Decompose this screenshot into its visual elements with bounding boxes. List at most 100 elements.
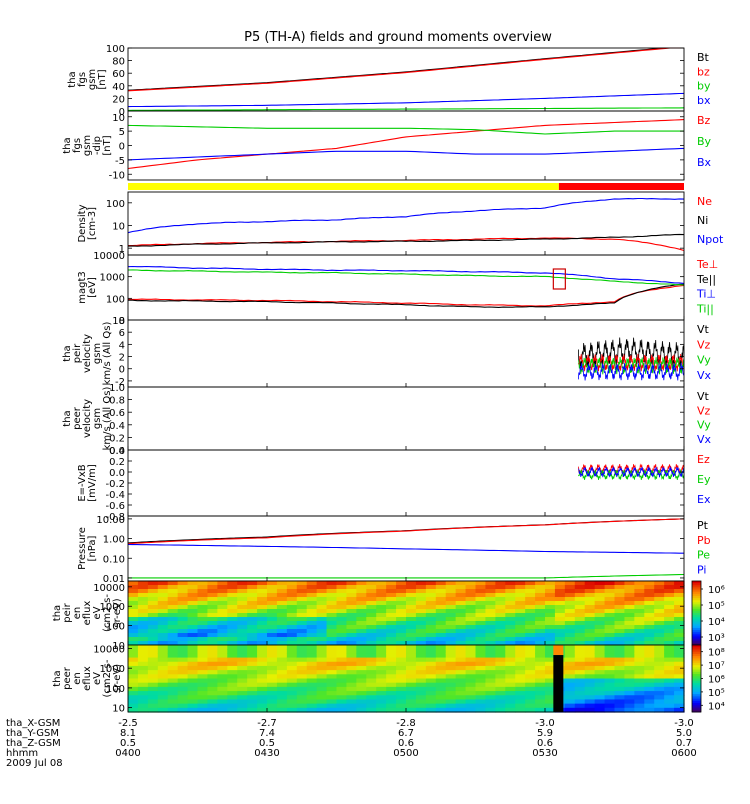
panel-peer-spectrogram: 10⁴ 10⁵ 10⁶ 10⁷ 10⁸ 10 100 1000 10000 tha peer en ef…: [52, 644, 725, 714]
panel-frame: [127, 254, 685, 321]
y-axis-label: tha: [52, 605, 63, 621]
y-tick-label: 4: [119, 340, 125, 351]
series-line-pi: [127, 543, 684, 554]
legend-entry: Vy: [697, 354, 711, 367]
series-line-vz: [578, 353, 685, 372]
y-tick-label: 100: [106, 44, 125, 55]
x-tick-label: 0.5: [259, 738, 275, 749]
status-segment-0: [128, 183, 559, 190]
legend-entry: Vt: [697, 390, 710, 403]
y-axis-label: [nT]: [102, 135, 113, 155]
x-axis-row-label: tha_X-GSM: [6, 718, 60, 729]
series-line-te: [127, 284, 685, 307]
y-tick-label: 1.00: [103, 535, 125, 546]
status-segment-1: [558, 183, 684, 190]
y-axis-label: tha: [67, 71, 78, 87]
y-tick-label: 1000: [100, 602, 125, 613]
series-line-ti: [127, 265, 685, 284]
y-tick-label: -5: [115, 156, 125, 167]
series-line-ne: [127, 237, 685, 252]
legend-entry: Ex: [697, 493, 711, 506]
y-axis-label: [cm-3]: [87, 207, 98, 240]
y-axis-label: [nPa]: [87, 535, 98, 561]
y-axis-label: (cm2-s-: [102, 659, 113, 697]
y-tick-label: 10000: [93, 251, 125, 262]
y-tick-label: 0: [119, 142, 125, 153]
series-line-bx: [127, 92, 685, 108]
series-line-pb: [127, 518, 685, 545]
x-tick-label: -2.5: [118, 718, 138, 729]
legend-entry: Ti⊥: [696, 288, 716, 301]
series-line-bz: [127, 119, 685, 170]
y-axis-label: en: [72, 607, 83, 620]
legend-entry: Vz: [697, 338, 711, 351]
x-tick-label: 0400: [115, 748, 140, 759]
series-line-bx: [127, 147, 685, 161]
y-axis-label: tha: [52, 670, 63, 686]
x-tick-label: 0600: [671, 748, 696, 759]
y-tick-label: 1000: [100, 273, 125, 284]
y-tick-label: -2: [115, 377, 125, 388]
y-axis-label: tha: [62, 137, 73, 153]
y-axis-label: eflux: [82, 666, 93, 691]
x-tick-label: 5.0: [676, 728, 692, 739]
y-axis-label: [mV/m]: [87, 464, 98, 502]
y-axis-label: -dip: [92, 136, 103, 155]
colorbar-tick-label: 10⁴: [708, 701, 725, 712]
legend-entry: Bt: [697, 51, 710, 64]
legend-entry: Bx: [697, 156, 712, 169]
legend-entry: bz: [697, 65, 710, 78]
x-tick-label: 0.5: [120, 738, 136, 749]
y-axis-label: tha: [62, 410, 73, 426]
gap-marker: [553, 645, 564, 656]
x-tick-label: 0500: [393, 748, 418, 759]
panel-frame: [127, 386, 685, 451]
y-tick-label: 1: [119, 244, 125, 255]
y-axis-label: [nT]: [97, 69, 108, 89]
y-tick-label: 100: [106, 622, 125, 633]
y-tick-label: 10: [112, 113, 125, 124]
colorbar-tick-label: 10⁷: [708, 661, 725, 672]
y-tick-label: 0.4: [109, 421, 125, 432]
y-axis-label: km/s (All Qs): [102, 387, 113, 451]
y-tick-label: 0.0: [109, 446, 125, 457]
y-axis-label: gsm: [92, 343, 103, 364]
legend-entry: Pe: [697, 549, 710, 562]
y-tick-label: 0: [119, 365, 125, 376]
colorbar-tick-label: 10³: [708, 633, 725, 644]
y-axis-label: fgs: [72, 138, 83, 153]
y-axis-label: gsm: [82, 135, 93, 156]
y-tick-label: 10: [112, 641, 125, 652]
y-tick-label: 0.2: [109, 457, 125, 468]
colorbar-tick-label: 10⁵: [708, 601, 725, 612]
y-tick-label: 10.00: [96, 515, 125, 526]
y-axis-label: eV: [92, 606, 103, 619]
y-tick-label: 0: [119, 107, 125, 118]
series-line-vx: [578, 363, 685, 381]
y-tick-label: -10: [109, 170, 125, 181]
y-tick-label: -0.2: [105, 479, 125, 490]
y-axis-label: gsm: [92, 408, 103, 429]
series-line-ti: [127, 269, 685, 286]
y-tick-label: 80: [112, 57, 125, 68]
y-axis-label: Density: [77, 204, 88, 242]
y-tick-label: 2: [119, 353, 125, 364]
y-axis-label: tha: [62, 345, 73, 361]
x-tick-label: -3.0: [674, 718, 694, 729]
x-tick-label: 0.6: [537, 738, 553, 749]
y-axis-label: peer: [72, 406, 83, 430]
x-axis-row-label: tha_Y-GSM: [6, 728, 59, 739]
colorbar-tick-label: 10⁵: [708, 688, 725, 699]
x-axis-row-label: tha_Z-GSM: [6, 738, 61, 749]
gap-marker: [553, 655, 564, 712]
y-tick-label: 10000: [93, 583, 125, 594]
legend-entry: Pi: [697, 563, 706, 576]
legend-entry: Pt: [697, 519, 709, 532]
x-tick-label: -3.0: [535, 718, 555, 729]
y-tick-label: -0.6: [105, 501, 125, 512]
legend-entry: Vt: [697, 323, 710, 336]
legend-entry: Ne: [697, 195, 712, 208]
